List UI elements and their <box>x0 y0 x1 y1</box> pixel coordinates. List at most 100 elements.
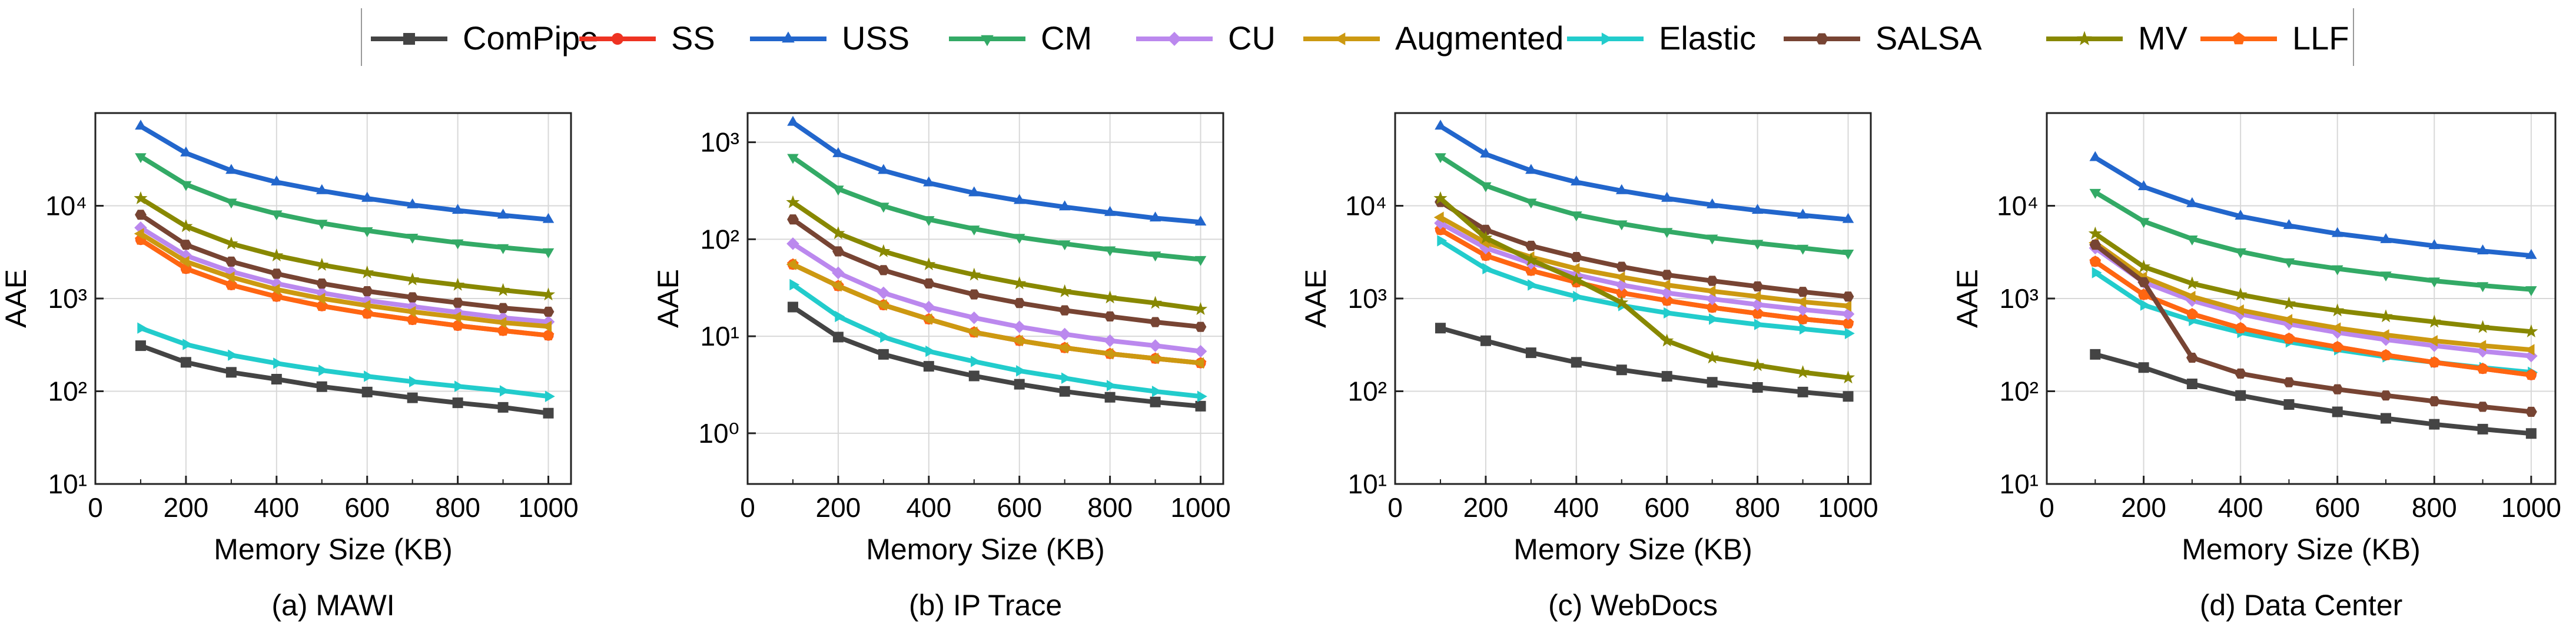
series-uss <box>787 115 1207 226</box>
data-point <box>1661 270 1673 280</box>
data-point <box>832 185 844 196</box>
data-point <box>878 164 889 174</box>
data-point <box>2283 258 2295 268</box>
data-point <box>1842 213 1854 223</box>
series-line <box>1439 238 1848 336</box>
data-point <box>1013 298 1025 309</box>
data-point <box>877 286 890 300</box>
series-line <box>1439 124 1848 222</box>
x-tick-label: 400 <box>1553 492 1599 523</box>
data-point <box>1058 200 1071 211</box>
series-line <box>140 326 549 399</box>
data-point <box>2525 406 2537 417</box>
data-point <box>2381 413 2391 424</box>
data-point <box>1797 313 1809 324</box>
data-point <box>225 198 237 209</box>
data-point <box>1525 198 1537 209</box>
data-point <box>2428 356 2441 367</box>
data-point <box>2282 296 2296 310</box>
data-point <box>2428 239 2440 250</box>
x-axis-label: Memory Size (KB) <box>214 533 453 566</box>
series-cm <box>135 153 555 258</box>
data-point <box>1434 217 1447 230</box>
data-point <box>180 146 192 157</box>
data-point <box>878 265 889 276</box>
data-point <box>2185 290 2196 303</box>
data-point <box>542 329 555 340</box>
y-tick-label: 10¹ <box>701 321 739 351</box>
data-point <box>316 184 328 194</box>
data-point <box>2186 353 2198 363</box>
panel-caption: (a) MAWI <box>271 589 394 622</box>
legend-marker <box>1334 32 1346 45</box>
data-point <box>787 214 799 225</box>
data-point <box>2088 226 2102 240</box>
data-point <box>2428 396 2441 407</box>
chart-panel: 0 200 400 600 800 1000 10¹ 10² 10³ 10⁴ Memory Size… <box>1299 112 1878 622</box>
data-point <box>225 256 237 267</box>
data-point <box>1570 252 1582 263</box>
data-point <box>1525 240 1537 251</box>
data-point <box>1435 323 1446 334</box>
data-point <box>2089 188 2101 199</box>
data-point <box>406 306 416 318</box>
data-point <box>971 356 981 367</box>
data-point <box>360 300 371 311</box>
data-point <box>1148 339 1162 352</box>
data-point <box>1616 364 1627 376</box>
data-point <box>1796 296 1807 308</box>
data-point <box>1573 290 1584 303</box>
data-point <box>832 246 844 257</box>
legend-label: ComPipe <box>463 19 598 57</box>
data-point <box>137 322 148 334</box>
data-point <box>2234 307 2247 321</box>
series-mv <box>1433 191 1855 384</box>
data-point <box>180 249 192 262</box>
data-point <box>1525 264 1537 276</box>
data-point <box>1616 184 1628 194</box>
series-cm <box>787 154 1207 266</box>
legend-marker <box>2077 31 2092 45</box>
series-llf <box>787 258 1207 368</box>
data-point <box>1194 321 1207 332</box>
series-line <box>791 241 1201 354</box>
data-point <box>1433 211 1444 223</box>
data-point <box>543 407 554 419</box>
data-point <box>1480 182 1492 193</box>
legend-marker <box>2232 32 2245 45</box>
data-point <box>1014 379 1025 390</box>
x-axis-label: Memory Size (KB) <box>1513 533 1752 566</box>
data-point <box>877 244 891 257</box>
series-llf <box>2089 256 2537 380</box>
data-point <box>2090 349 2101 360</box>
data-point <box>1751 307 1764 319</box>
data-point <box>2235 210 2246 220</box>
data-point <box>135 120 147 130</box>
data-point <box>1797 208 1809 219</box>
data-point <box>1479 231 1493 244</box>
data-point <box>1437 235 1448 247</box>
data-point <box>2186 379 2197 390</box>
data-point <box>1799 323 1810 335</box>
data-point <box>2233 287 2248 301</box>
data-point <box>832 147 844 157</box>
data-point <box>1661 191 1673 202</box>
data-point <box>1751 290 1761 303</box>
x-axis-label: Memory Size (KB) <box>866 533 1105 566</box>
data-point <box>786 237 799 250</box>
legend-item: ComPipe <box>371 19 598 57</box>
data-point <box>787 301 798 313</box>
data-point <box>967 326 978 338</box>
data-point <box>1706 301 1718 313</box>
data-point <box>1660 279 1671 291</box>
data-point <box>1149 211 1161 222</box>
series-line <box>2094 231 2532 334</box>
data-point <box>135 340 146 351</box>
data-point <box>2332 406 2343 417</box>
data-point <box>1797 244 1809 255</box>
data-point <box>1197 390 1207 402</box>
series-line <box>139 213 549 314</box>
series-line <box>2093 246 2532 359</box>
series-line <box>139 154 549 254</box>
data-point <box>409 376 419 387</box>
